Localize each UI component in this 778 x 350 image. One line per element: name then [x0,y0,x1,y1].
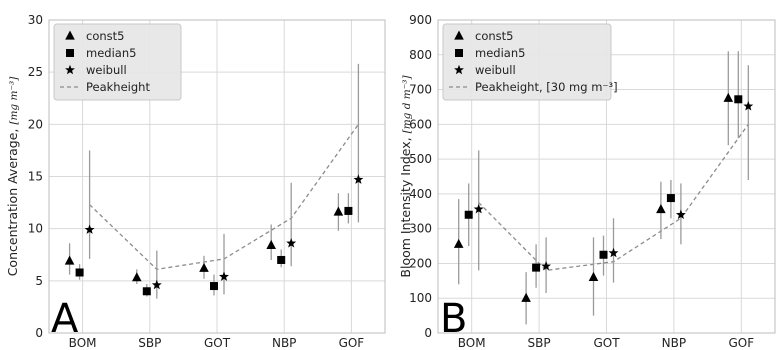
y-tick-label: 20 [28,117,43,131]
panel-b: 0 100 200 300 400 500 600 700 800 900 BOM SBP GOT NBP… [398,13,776,350]
legend-label-3: Peakheight, [30 mg m⁻³] [475,80,618,94]
data-point-median5 [532,263,541,272]
x-tick-label: SBP [528,336,551,350]
panel-a: 0 5 10 15 20 25 30 BOM SBP GOT NBP GOF A Concentratio… [5,13,386,350]
data-point-const5 [199,262,209,272]
y-tick-label: 5 [35,274,43,288]
y-tick-label: 400 [409,187,432,201]
x-tick-label: GOF [728,336,754,350]
x-tick-label: BOM [458,336,486,350]
data-point-weibull [675,209,686,219]
data-point-const5 [64,255,75,265]
y-tick-label: 10 [28,222,43,236]
y-axis-label-unit: [mg m⁻³] [8,76,20,125]
data-point-median5 [142,287,151,296]
data-point-median5 [464,210,473,219]
data-point-weibull [219,271,229,281]
legend-label-1: median5 [475,46,525,60]
legend-label-2: weibull [475,63,516,77]
legend-label-0: const5 [475,29,513,43]
plot-frame [437,19,776,334]
legend-swatch-weibull [454,64,464,75]
y-tick-label: 900 [409,13,432,27]
data-point-const5 [521,292,531,302]
y-tick-label: 30 [28,13,43,27]
legend-swatch-median5 [455,49,463,57]
data-point-weibull [608,247,619,258]
y-tick-label: 200 [409,256,432,270]
panel-letter: A [51,296,79,342]
y-axis-label: Concentration Average, [mg m⁻³] [5,76,20,277]
data-point-weibull [286,238,297,248]
y-axis-label-unit: [mg d m⁻³] [401,74,413,133]
data-point-weibull [353,174,364,184]
data-point-median5 [599,250,608,259]
y-axis-label: Bloom Intensity Index, [mg d m⁻³] [398,74,413,277]
legend: const5 median5 weibull Peakheight, [30 mg m… [442,23,618,101]
x-tick-label: GOF [339,336,365,350]
legend-swatch-const5 [454,30,464,40]
y-tick-label: 0 [35,326,43,340]
x-tick-label: SBP [138,336,161,350]
x-tick-label: BOM [69,336,97,350]
data-point-weibull [743,101,754,111]
x-tick-label: GOT [204,336,231,350]
legend-box [442,23,612,101]
y-tick-label: 100 [409,291,432,305]
data-point-median5 [75,268,84,277]
y-axis-label-main: Bloom Intensity Index, [398,133,413,277]
x-tick-label: GOT [593,336,620,350]
legend-label-2: weibull [86,63,127,77]
data-point-median5 [344,206,353,215]
y-tick-label: 0 [424,326,432,340]
y-tick-label: 800 [409,48,432,62]
legend-swatch-median5 [66,49,74,57]
data-point-weibull [151,279,162,290]
y-tick-label: 700 [409,83,432,97]
data-point-median5 [277,255,286,264]
data-point-const5 [656,204,666,214]
y-tick-label: 300 [409,222,432,236]
legend-label-1: median5 [86,46,136,60]
x-tick-label: NBP [662,336,686,350]
y-tick-label: 15 [28,170,43,184]
data-point-const5 [266,239,276,249]
x-tick-label: NBP [272,336,296,350]
legend-swatch-const5 [65,30,75,40]
data-point-weibull [84,224,95,234]
data-point-median5 [210,282,218,291]
y-tick-label: 500 [409,152,432,166]
data-point-const5 [723,92,734,102]
legend-box [53,23,182,101]
data-point-weibull [541,261,552,271]
data-point-median5 [734,95,743,104]
data-point-const5 [588,271,599,281]
data-point-median5 [666,194,675,203]
y-axis-label-main: Concentration Average, [5,125,20,277]
legend-label-0: const5 [86,29,124,43]
y-tick-label: 25 [28,65,43,79]
panel-letter: B [440,296,467,342]
data-point-const5 [333,206,344,216]
data-point-const5 [132,272,142,282]
legend-swatch-weibull [65,64,75,75]
plot-frame [48,19,386,334]
legend-label-3: Peakheight [86,80,150,94]
data-point-const5 [453,238,464,248]
legend: const5 median5 weibull Peakheight [53,23,182,101]
y-tick-label: 600 [409,117,432,131]
data-point-weibull [473,203,484,214]
